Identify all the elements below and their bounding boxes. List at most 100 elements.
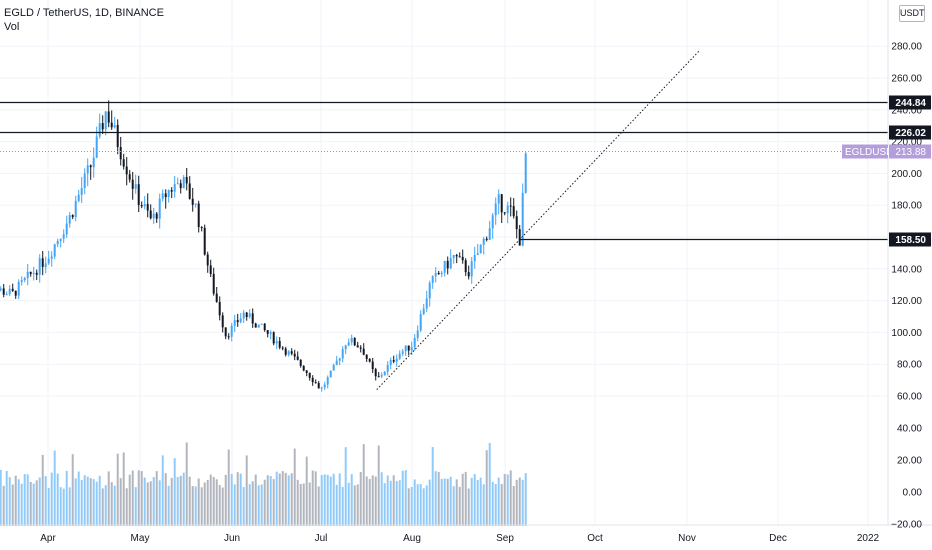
candle-body: [29, 271, 32, 274]
volume-bar: [482, 484, 485, 526]
candle-body: [518, 229, 521, 246]
volume-bar: [101, 488, 104, 526]
volume-bar: [341, 486, 344, 526]
last-price-pill: [889, 144, 931, 159]
candle-body: [191, 198, 194, 205]
volume-bar: [299, 483, 302, 526]
candle-body: [383, 371, 386, 376]
symbol-title[interactable]: EGLD / TetherUS, 1D, BINANCE: [4, 7, 164, 19]
volume-bar: [431, 447, 434, 526]
candle-body: [443, 260, 446, 273]
candle-body: [206, 254, 209, 266]
volume-bar: [68, 487, 71, 526]
volume-bar: [257, 485, 260, 526]
volume-bar: [86, 476, 89, 526]
volume-bar: [323, 474, 326, 526]
volume-bar: [227, 449, 230, 526]
time-tick-label: Sep: [496, 533, 514, 544]
horizontal-levels[interactable]: [0, 101, 888, 241]
volume-bar: [320, 475, 323, 526]
volume-bar: [173, 458, 176, 526]
price-tick-label: 80.00: [897, 360, 922, 371]
volume-bar: [395, 481, 398, 526]
candle-body: [119, 147, 122, 160]
volume-bar: [47, 488, 50, 526]
volume-bar: [170, 477, 173, 526]
volume-bar: [266, 475, 269, 526]
volume-label[interactable]: Vol: [4, 21, 20, 33]
candle-body: [293, 353, 296, 357]
candle-body: [389, 360, 392, 365]
candle-body: [401, 351, 404, 354]
candle-body: [17, 281, 20, 296]
candle-body: [422, 308, 425, 315]
candle-body: [254, 323, 257, 328]
volume-tick-label: 20.00: [897, 456, 922, 467]
chart-legend: EGLD / TetherUS, 1D, BINANCE Vol: [4, 6, 164, 34]
volume-bar: [371, 475, 374, 526]
candle-body: [335, 360, 338, 365]
candle-body: [419, 314, 422, 331]
candle-body: [113, 124, 116, 128]
volume-bar: [200, 487, 203, 526]
candle-body: [44, 263, 47, 267]
symbol-pill: [842, 144, 888, 159]
volume-bar: [281, 471, 284, 526]
volume-bar: [44, 476, 47, 526]
candle-body: [353, 337, 356, 346]
volume-bar: [8, 477, 11, 526]
candle-body: [317, 383, 320, 389]
candle-body: [104, 111, 107, 130]
trend-line[interactable]: [376, 50, 700, 390]
volume-bar: [305, 456, 308, 526]
candle-body: [497, 194, 500, 204]
volume-bar: [377, 445, 380, 526]
volume-bar: [245, 455, 248, 526]
currency-button[interactable]: USDT: [899, 5, 925, 22]
candle-body: [32, 272, 35, 274]
candle-body: [467, 272, 470, 277]
volume-tick-label: 40.00: [897, 424, 922, 435]
volume-bar: [272, 479, 275, 526]
level-pill: [889, 95, 931, 110]
volume-bar: [212, 476, 215, 526]
candle-body: [488, 228, 491, 240]
volume-bar: [80, 479, 83, 526]
candle-body: [83, 173, 86, 189]
volume-bar: [512, 485, 515, 526]
volume-bar: [155, 471, 158, 526]
candle-body: [311, 377, 314, 383]
time-tick-label: Dec: [769, 533, 787, 544]
candle-body: [221, 315, 224, 328]
volume-bar: [464, 471, 467, 526]
price-axis-bg[interactable]: [888, 0, 932, 525]
volume-bar: [179, 475, 182, 526]
volume-bar: [188, 476, 191, 526]
price-tick-label: 180.00: [891, 201, 922, 212]
volume-bar: [275, 471, 278, 526]
candle-body: [287, 351, 290, 355]
candle-body: [515, 216, 518, 230]
candle-body: [74, 200, 77, 218]
volume-bar: [428, 479, 431, 526]
candle-body: [245, 312, 248, 318]
candle-body: [326, 377, 329, 385]
candle-body: [5, 294, 8, 296]
candle-body: [341, 349, 344, 359]
candle-body: [296, 356, 299, 360]
candle-body: [380, 375, 383, 377]
volume-bar: [209, 474, 212, 526]
candle-body: [494, 203, 497, 216]
level-pill-text: 244.84: [895, 98, 926, 109]
volume-bar: [470, 477, 473, 526]
volume-bar: [488, 442, 491, 526]
level-pill-text: 226.02: [895, 128, 926, 139]
volume-bar: [404, 470, 407, 526]
candle-body: [68, 215, 71, 224]
volume-bar: [206, 479, 209, 526]
candle-body: [275, 341, 278, 344]
candle-body: [500, 194, 503, 213]
candle-body: [371, 361, 374, 370]
candle-body: [521, 192, 524, 246]
